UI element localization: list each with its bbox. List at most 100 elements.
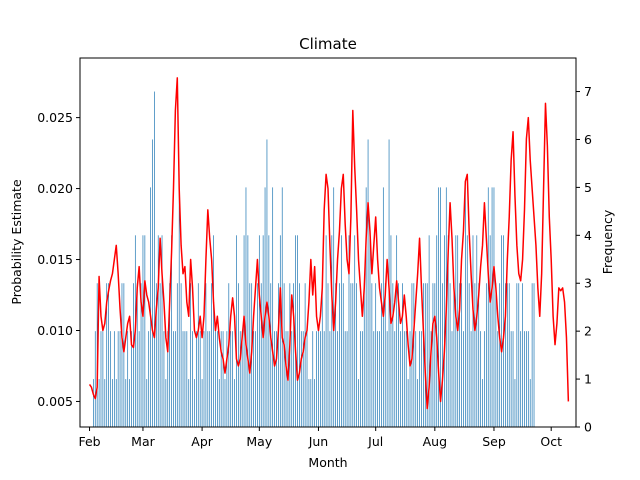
frequency-bar — [491, 187, 493, 427]
frequency-bar — [409, 331, 411, 427]
frequency-bar — [199, 331, 201, 427]
frequency-bar — [392, 283, 394, 427]
frequency-bar — [146, 379, 148, 427]
frequency-bar — [232, 331, 233, 427]
frequency-bar — [365, 187, 367, 427]
frequency-bar — [453, 283, 455, 427]
frequency-bar — [308, 379, 310, 427]
frequency-bar — [440, 187, 441, 427]
frequency-bar — [138, 331, 140, 427]
frequency-bar — [524, 331, 525, 427]
frequency-bar — [310, 379, 312, 427]
frequency-bar — [274, 331, 275, 427]
frequency-bar — [237, 283, 239, 427]
frequency-bar — [512, 331, 514, 427]
frequency-bar — [348, 235, 350, 427]
frequency-bar — [499, 283, 501, 427]
frequency-bar — [461, 283, 462, 427]
frequency-bar — [320, 331, 321, 427]
frequency-bar — [133, 283, 134, 427]
frequency-bar — [398, 283, 399, 427]
frequency-bar — [415, 331, 417, 427]
frequency-bar — [154, 91, 155, 428]
frequency-bar — [291, 331, 293, 427]
frequency-bar — [197, 283, 199, 427]
frequency-bar — [463, 331, 464, 427]
frequency-bar — [281, 187, 283, 427]
frequency-bar — [106, 283, 108, 427]
frequency-bar — [241, 331, 243, 427]
plot-frame — [79, 57, 577, 428]
frequency-bar — [318, 331, 319, 427]
frequency-bar — [312, 331, 314, 427]
frequency-bar — [321, 283, 323, 427]
frequency-bar — [117, 331, 119, 427]
frequency-bar — [341, 235, 342, 427]
x-tick-label: May — [246, 434, 272, 449]
frequency-bar — [505, 283, 506, 427]
frequency-bar — [518, 283, 520, 427]
frequency-bar — [485, 283, 487, 427]
frequency-bar — [165, 379, 167, 427]
frequency-bar — [352, 283, 354, 427]
frequency-bar — [136, 283, 138, 427]
frequency-bar — [331, 235, 333, 427]
frequency-bar — [361, 331, 363, 427]
frequency-bar — [484, 331, 485, 427]
frequency-bar — [140, 283, 142, 427]
chart-title: Climate — [299, 35, 357, 53]
frequency-bar — [497, 331, 499, 427]
frequency-bar — [102, 331, 104, 427]
frequency-bar — [407, 379, 409, 427]
frequency-bar — [228, 283, 230, 427]
frequency-bar — [201, 379, 203, 427]
frequency-bar — [175, 331, 176, 427]
frequency-bar — [220, 331, 222, 427]
frequency-bar — [449, 283, 451, 427]
right-tick-label: 7 — [584, 84, 592, 99]
frequency-bar — [215, 331, 216, 427]
frequency-bar — [468, 283, 470, 427]
frequency-bar — [266, 139, 268, 427]
frequency-bar — [226, 331, 228, 427]
frequency-bar — [283, 283, 285, 427]
x-tick-label: Jul — [367, 434, 383, 449]
frequency-bar — [466, 235, 468, 427]
right-tick-label: 0 — [584, 420, 592, 435]
frequency-bar — [455, 235, 457, 427]
right-tick-label: 4 — [584, 228, 592, 243]
frequency-bar — [382, 187, 384, 427]
frequency-bar — [470, 331, 472, 427]
frequency-bar — [217, 331, 218, 427]
frequency-bar — [335, 283, 336, 427]
frequency-bar — [211, 283, 212, 427]
frequency-bar — [526, 331, 527, 427]
right-tick-label: 2 — [584, 324, 592, 339]
frequency-bar — [184, 331, 186, 427]
left-tick-label: 0.015 — [37, 252, 73, 267]
frequency-bar — [299, 283, 300, 427]
frequency-bar — [253, 331, 254, 427]
frequency-bar — [342, 283, 344, 427]
frequency-bar — [444, 235, 445, 427]
frequency-bar — [424, 283, 426, 427]
frequency-bar — [203, 331, 205, 427]
frequency-bar — [402, 283, 403, 427]
frequency-bar — [403, 331, 405, 427]
frequency-bar — [367, 139, 369, 427]
frequency-bar — [94, 331, 96, 427]
frequency-bar — [514, 379, 516, 427]
x-tick-label: Jun — [308, 434, 329, 449]
frequency-bar — [423, 283, 424, 427]
frequency-bar — [169, 283, 171, 427]
frequency-bar — [510, 331, 512, 427]
frequency-bar — [405, 331, 407, 427]
right-tick-label: 5 — [584, 180, 592, 195]
frequency-bar — [152, 139, 153, 427]
left-tick-label: 0.005 — [37, 394, 73, 409]
frequency-bar — [257, 283, 258, 427]
frequency-bar — [123, 283, 125, 427]
right-y-axis-label: Frequency — [600, 209, 615, 274]
